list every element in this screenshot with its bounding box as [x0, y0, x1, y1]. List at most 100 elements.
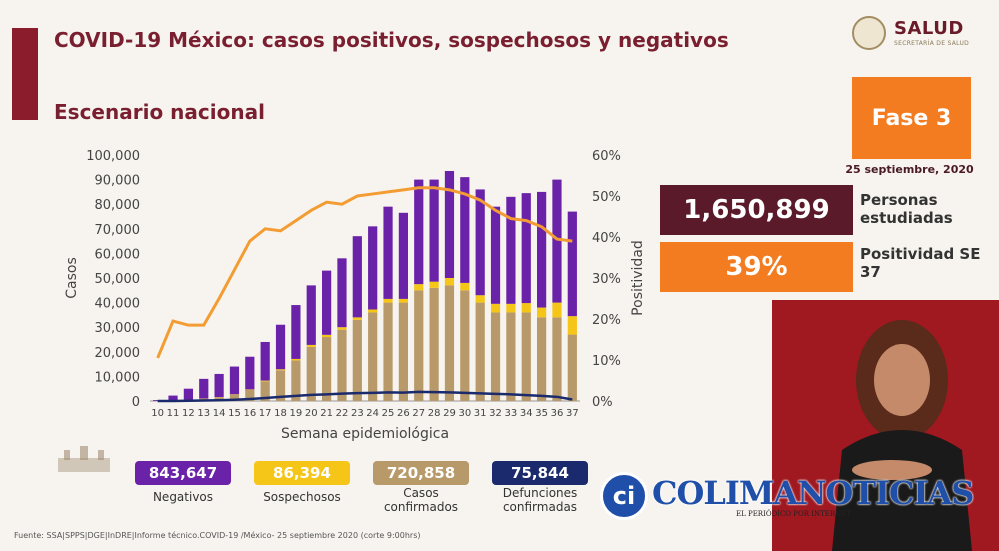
- y-tick-label: 20,000: [95, 346, 141, 361]
- x-tick-label: 37: [566, 408, 579, 419]
- bar-negativos: [306, 285, 316, 345]
- phase-date: 25 septiembre, 2020: [845, 163, 974, 176]
- y-tick-label: 0: [132, 395, 140, 410]
- watermark-text: COLIMANOTICIAS: [652, 474, 974, 512]
- bar-negativos: [537, 191, 547, 308]
- y-tick-label: 100,000: [86, 149, 140, 164]
- bar-casos-confirmados: [337, 329, 347, 401]
- y2-tick-label: 60%: [592, 149, 621, 164]
- y2-tick-label: 50%: [592, 190, 621, 205]
- x-tick-label: 15: [228, 408, 241, 419]
- bar-casos-confirmados: [490, 312, 501, 401]
- x-tick-label: 22: [336, 408, 349, 419]
- bar-negativos: [260, 341, 270, 381]
- y-tick-label: 60,000: [95, 247, 141, 262]
- bar-sospechosos: [460, 282, 470, 291]
- x-tick-label: 24: [366, 408, 379, 419]
- bar-sospechosos: [567, 316, 577, 335]
- bar-sospechosos: [260, 380, 270, 382]
- bar-negativos: [229, 366, 240, 395]
- bar-casos-confirmados: [521, 312, 531, 401]
- summary-badge-2: 720,858: [373, 461, 469, 485]
- summary-label-2: Casos confirmados: [383, 486, 459, 514]
- bar-negativos: [214, 373, 224, 398]
- bar-negativos: [368, 226, 378, 310]
- bar-sospechosos: [429, 281, 439, 288]
- bar-negativos: [352, 236, 362, 318]
- bar-negativos: [414, 179, 424, 285]
- bar-sospechosos: [444, 278, 455, 286]
- y-tick-label: 40,000: [95, 297, 141, 312]
- x-tick-label: 29: [443, 408, 456, 419]
- bar-sospechosos: [352, 317, 362, 320]
- bar-sospechosos: [306, 344, 316, 347]
- summary-label-3: Defunciones confirmadas: [502, 486, 578, 514]
- x-axis-label: Semana epidemiológica: [281, 426, 449, 442]
- bar-casos-confirmados: [506, 312, 516, 401]
- y2-tick-label: 20%: [592, 313, 621, 328]
- estudiadas-value: 1,650,899: [660, 185, 853, 235]
- positividad-value: 39%: [660, 242, 853, 292]
- x-tick-label: 27: [412, 408, 425, 419]
- bar-casos-confirmados: [368, 312, 378, 401]
- positividad-label: Positividad SE 37: [860, 245, 981, 281]
- bar-casos-confirmados: [552, 317, 562, 401]
- bar-negativos: [337, 258, 347, 328]
- y-tick-label: 30,000: [95, 321, 141, 336]
- page-subtitle: Escenario nacional: [54, 100, 265, 124]
- bar-casos-confirmados: [475, 302, 485, 401]
- x-tick-label: 19: [290, 408, 303, 419]
- summary-badge-1: 86,394: [254, 461, 350, 485]
- x-tick-label: 34: [520, 408, 533, 419]
- bar-negativos: [567, 211, 577, 317]
- bar-sospechosos: [322, 334, 332, 338]
- source-footer: Fuente: SSA|SPPS|DGE|InDRE|Informe técni…: [14, 531, 421, 540]
- bar-negativos: [245, 356, 255, 390]
- x-tick-label: 26: [397, 408, 410, 419]
- page-title: COVID-19 México: casos positivos, sospec…: [54, 28, 729, 52]
- seal-icon: [852, 16, 886, 50]
- bar-negativos: [199, 378, 209, 399]
- bar-sospechosos: [490, 303, 501, 313]
- bar-negativos: [460, 177, 470, 283]
- colimanoticias-watermark: ci COLIMANOTICIAS EL PERIÓDICO POR INTER…: [596, 468, 974, 526]
- bar-casos-confirmados: [429, 287, 439, 401]
- bar-casos-confirmados: [537, 317, 547, 401]
- bar-negativos: [552, 179, 562, 303]
- bar-casos-confirmados: [275, 370, 286, 401]
- y2-tick-label: 10%: [592, 354, 621, 369]
- bar-sospechosos: [475, 295, 485, 303]
- bar-negativos: [490, 206, 501, 304]
- bar-sospechosos: [383, 298, 393, 303]
- summary-label-1: Sospechosos: [263, 490, 341, 504]
- y-tick-label: 90,000: [95, 174, 141, 189]
- bar-sospechosos: [521, 303, 531, 313]
- watermark-logo-icon: ci: [600, 472, 648, 520]
- x-tick-label: 14: [213, 408, 226, 419]
- bar-negativos: [275, 324, 286, 370]
- x-tick-label: 16: [243, 408, 256, 419]
- x-tick-label: 13: [197, 408, 210, 419]
- bar-sospechosos: [398, 298, 408, 303]
- estudiadas-label: Personas estudiadas: [860, 191, 953, 227]
- x-tick-label: 33: [505, 408, 518, 419]
- bar-negativos: [475, 189, 485, 296]
- bar-negativos: [383, 206, 393, 299]
- bar-sospechosos: [537, 307, 547, 318]
- x-tick-label: 20: [305, 408, 318, 419]
- summary-label-0: Negativos: [152, 490, 214, 504]
- logo-sub: SECRETARÍA DE SALUD: [894, 40, 970, 47]
- bar-negativos: [291, 305, 301, 359]
- bar-sospechosos: [368, 309, 378, 313]
- bar-casos-confirmados: [352, 319, 362, 401]
- bar-casos-confirmados: [383, 302, 393, 401]
- x-tick-label: 17: [259, 408, 272, 419]
- bar-negativos: [521, 193, 531, 304]
- y-tick-label: 80,000: [95, 198, 141, 213]
- x-tick-label: 35: [535, 408, 548, 419]
- bar-casos-confirmados: [306, 346, 316, 401]
- x-tick-label: 11: [167, 408, 180, 419]
- title-accent-band: [12, 28, 38, 120]
- bar-casos-confirmados: [229, 394, 240, 401]
